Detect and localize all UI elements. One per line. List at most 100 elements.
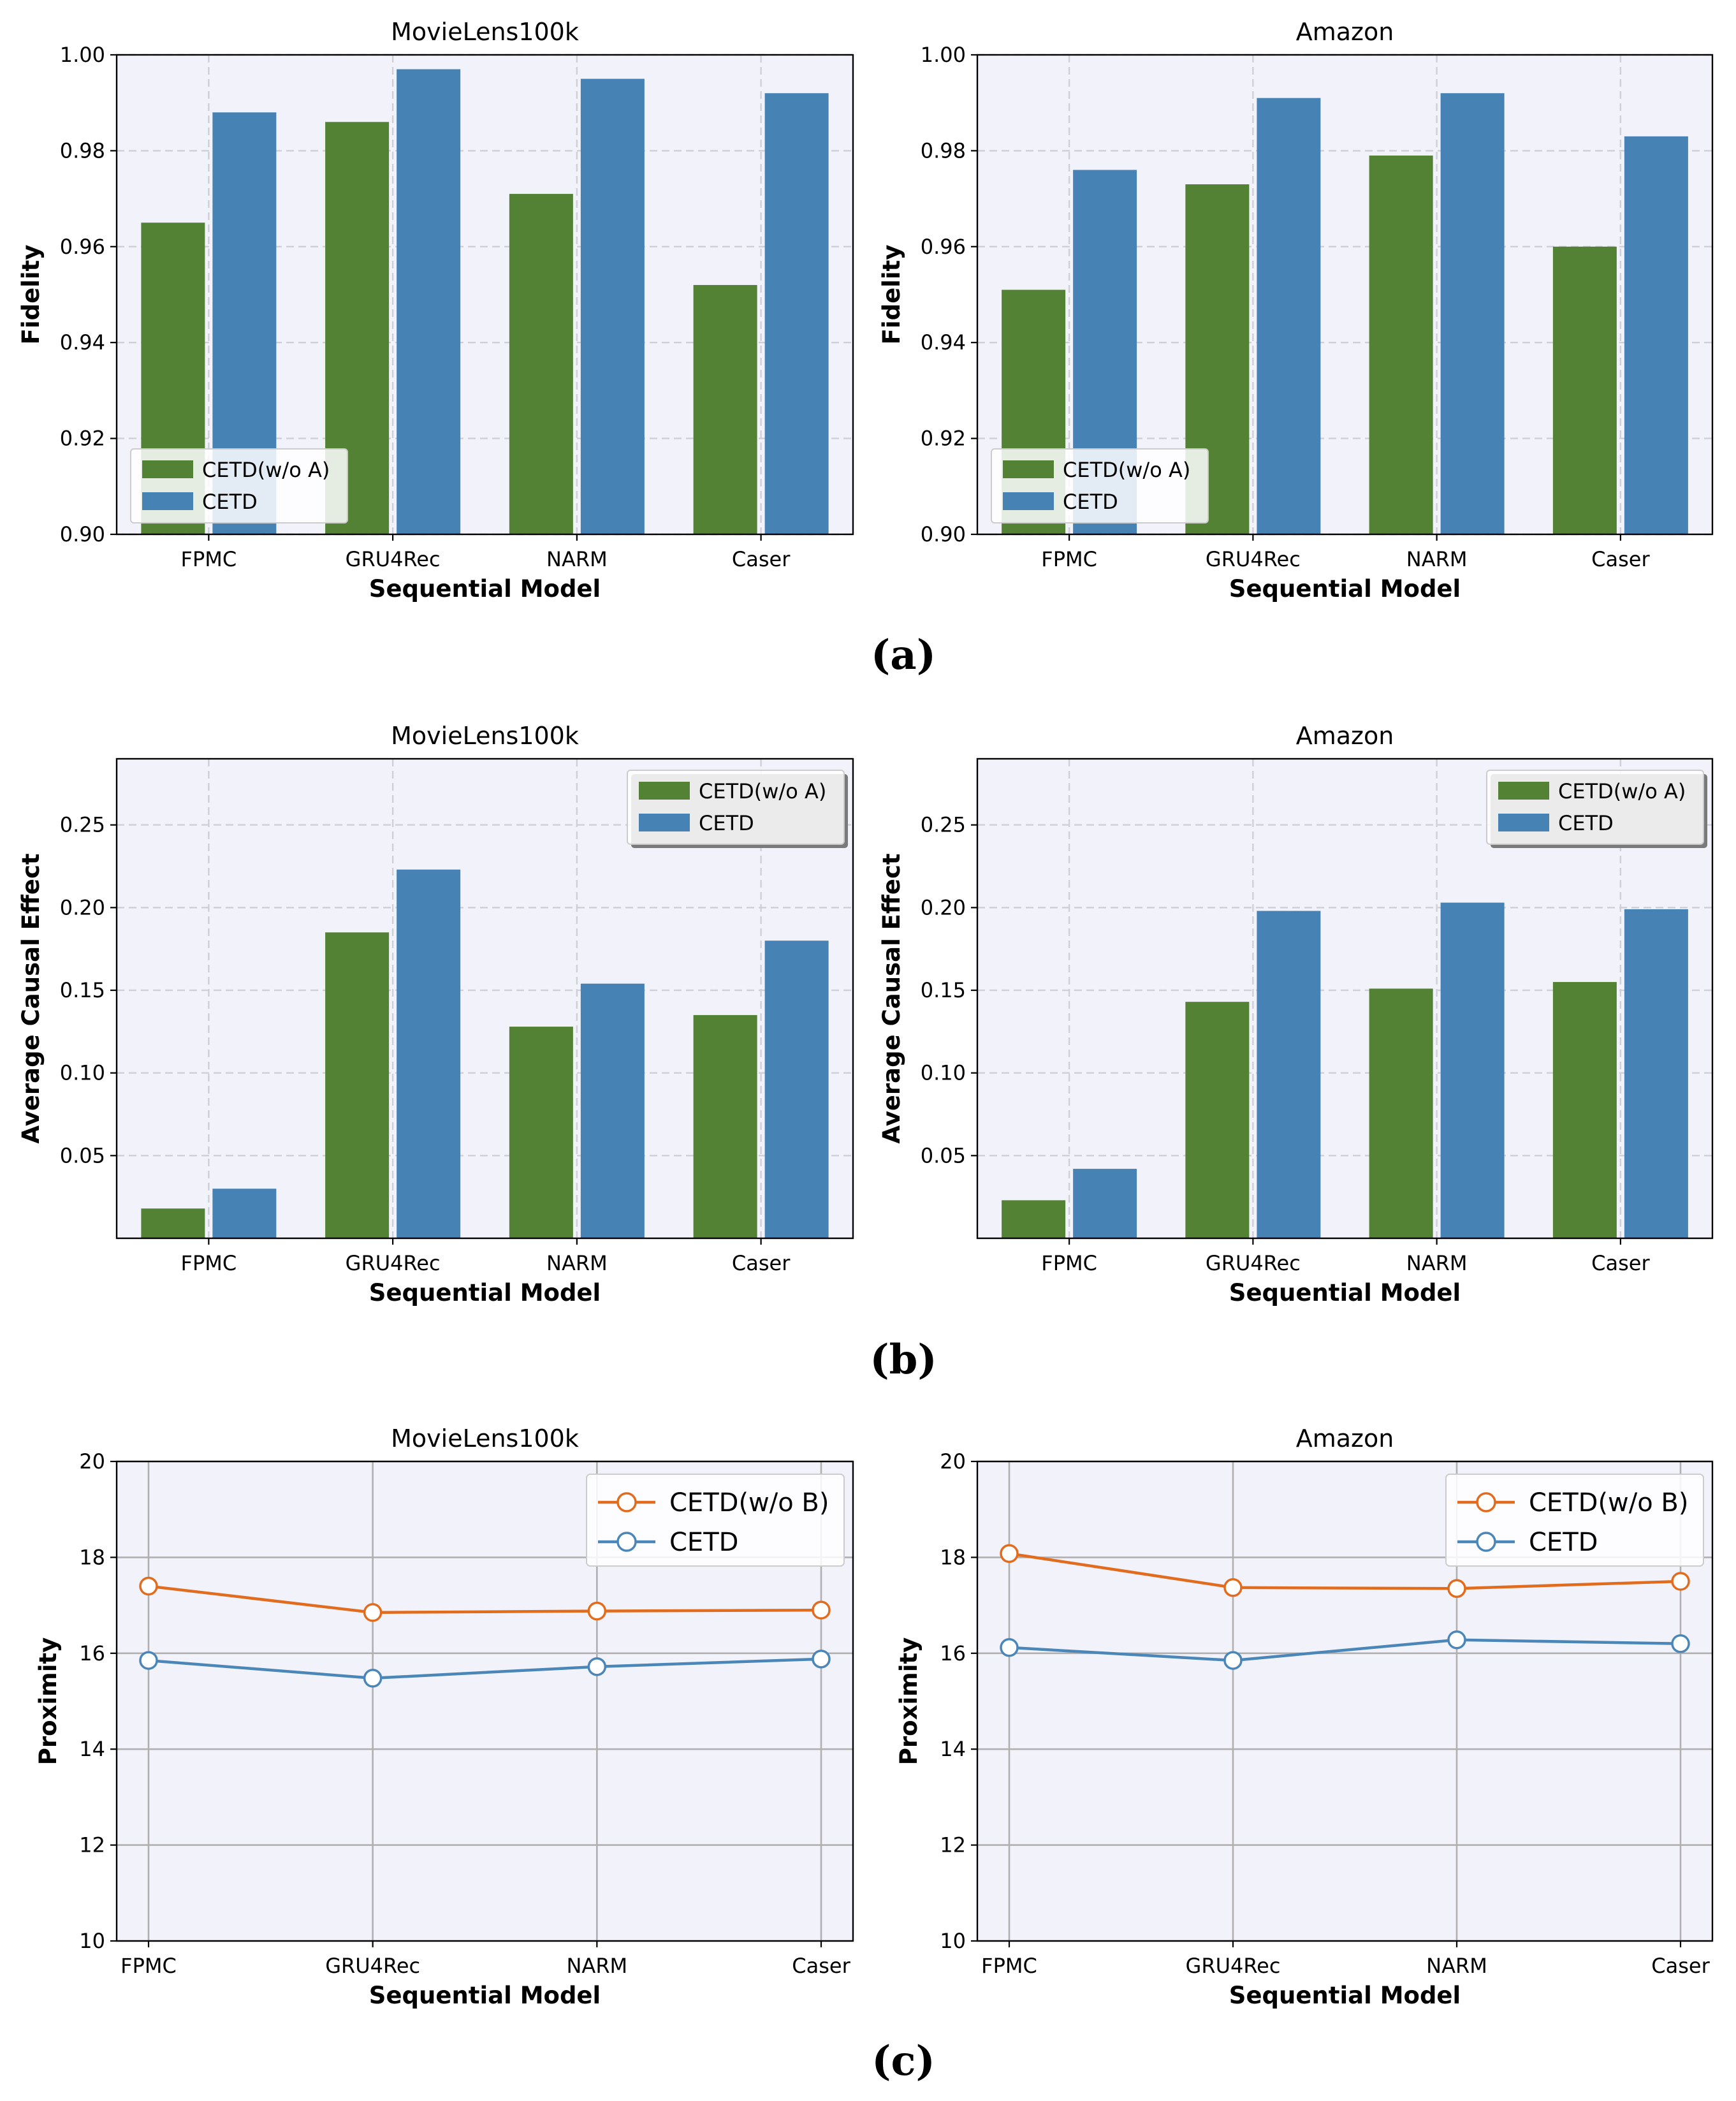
y-axis-label: Proximity [34,1637,62,1765]
y-tick-label: 0.05 [921,1143,966,1168]
x-axis-label: Sequential Model [1229,575,1461,603]
x-tick-label: GRU4Rec [325,1954,420,1978]
plot-frame [976,1460,1714,1942]
plot-frame [115,54,854,536]
y-tick-label: 0.20 [921,895,966,919]
point-cetd-caser [1671,1634,1690,1653]
bar-cetd-wo-a-gru4rec [325,932,390,1238]
bar-cetd-wo-a-narm [1369,988,1433,1238]
y-tick-label: 0.90 [921,522,966,546]
bar-cetd-narm [580,983,645,1238]
y-tick-label: 0.15 [60,978,105,1002]
y-tick-label: 12 [940,1833,966,1857]
legend-label-cetd: CETD [1063,490,1118,514]
x-tick-label: Caser [792,1954,850,1978]
y-tick-label: 18 [79,1545,105,1569]
chart-title: Amazon [1296,722,1394,750]
bar-cetd-narm [1440,902,1505,1238]
y-tick-label: 16 [79,1641,105,1665]
x-axis-label: Sequential Model [369,1982,601,2009]
legend: CETD(w/o A) CETD [1486,770,1707,848]
plot-frame [976,54,1714,536]
legend-label-cetd-wo-b: CETD(w/o B) [1529,1488,1688,1518]
bar-cetd-caser [764,941,829,1238]
bar-cetd-gru4rec [1257,911,1321,1238]
legend-swatch-cetd-wo-a [142,460,193,478]
legend-box [991,448,1209,523]
y-tick-label: 10 [79,1929,105,1953]
y-tick-label: 0.94 [60,330,105,355]
y-tick-label: 0.92 [60,427,105,451]
legend-label-cetd: CETD [669,1528,738,1557]
x-axis-label: Sequential Model [369,1279,601,1307]
legend-label-cetd-wo-b: CETD(w/o B) [669,1488,829,1518]
point-cetd-wo-b-narm [1447,1579,1466,1599]
y-tick-label: 0.10 [60,1061,105,1085]
y-tick-label: 0.98 [921,138,966,163]
x-tick-label: NARM [1406,1251,1468,1275]
bar-cetd-wo-a-gru4rec [325,122,390,534]
point-cetd-wo-b-narm [587,1601,607,1621]
x-tick-label: NARM [1426,1954,1487,1978]
y-tick-label: 18 [940,1545,966,1569]
panel-label-c: (c) [872,2037,935,2085]
legend-box [1445,1474,1704,1567]
point-cetd-wo-b-fpmc [139,1576,158,1596]
bar-cetd-gru4rec [397,69,461,534]
y-tick-label: 0.98 [60,138,105,163]
legend-box [586,1474,845,1567]
x-axis-label: Sequential Model [1229,1279,1461,1307]
bar-cetd-fpmc [1073,1169,1137,1238]
bar-cetd-wo-a-fpmc [141,223,205,534]
bar-cetd-wo-a-gru4rec [1185,1002,1250,1238]
chart-title: MovieLens100k [391,722,579,750]
legend-swatch-cetd-wo-a [1498,782,1549,800]
point-cetd-wo-b-gru4rec [363,1603,383,1622]
bar-cetd-gru4rec [1257,98,1321,534]
legend-label-cetd-wo-a: CETD(w/o A) [1063,458,1190,482]
y-tick-label: 0.96 [921,235,966,259]
chart-title: MovieLens100k [391,18,579,46]
x-tick-label: FPMC [1041,1251,1097,1275]
y-axis-label: Fidelity [17,245,45,345]
legend-swatch-cetd-wo-a [639,782,690,800]
legend-swatch-cetd [1003,492,1054,510]
point-cetd-wo-b-caser [812,1600,831,1620]
line-cetd [148,1657,822,1680]
bar-cetd-wo-a-caser [1552,246,1617,534]
x-tick-label: FPMC [981,1954,1037,1978]
y-axis-label: Fidelity [878,245,905,345]
legend-swatch-cetd [1498,814,1549,831]
plot-area [977,55,1712,534]
y-axis-label: Proximity [895,1637,923,1765]
legend: CETD(w/o B) CETD [1445,1474,1704,1567]
y-tick-label: 1.00 [921,43,966,67]
y-axis-label: Average Causal Effect [17,853,45,1143]
legend-box [1486,770,1704,845]
x-tick-label: FPMC [181,1251,237,1275]
bar-cetd-wo-a-narm [509,1027,573,1238]
legend: CETD(w/o A) CETD [991,448,1209,523]
panel-label-b: (b) [870,1336,937,1384]
bar-cetd-caser [1624,136,1688,535]
bar-cetd-narm [1440,93,1505,534]
plot-area [977,1461,1712,1941]
legend-marker-cetd [1476,1532,1496,1552]
bar-cetd-wo-a-caser [693,284,757,534]
y-tick-label: 0.92 [921,427,966,451]
bar-cetd-narm [580,78,645,535]
x-tick-label: GRU4Rec [1206,547,1301,571]
y-tick-label: 14 [940,1737,966,1761]
y-tick-label: 0.15 [921,978,966,1002]
point-cetd-narm [587,1657,607,1676]
x-tick-label: Caser [1591,547,1650,571]
legend-marker-cetd [616,1532,637,1552]
point-cetd-caser [812,1650,831,1669]
bar-cetd-wo-a-gru4rec [1185,184,1250,534]
point-cetd-gru4rec [363,1669,383,1688]
plot-frame [115,1460,854,1942]
bar-cetd-fpmc [1073,170,1137,535]
legend-box [627,770,845,845]
